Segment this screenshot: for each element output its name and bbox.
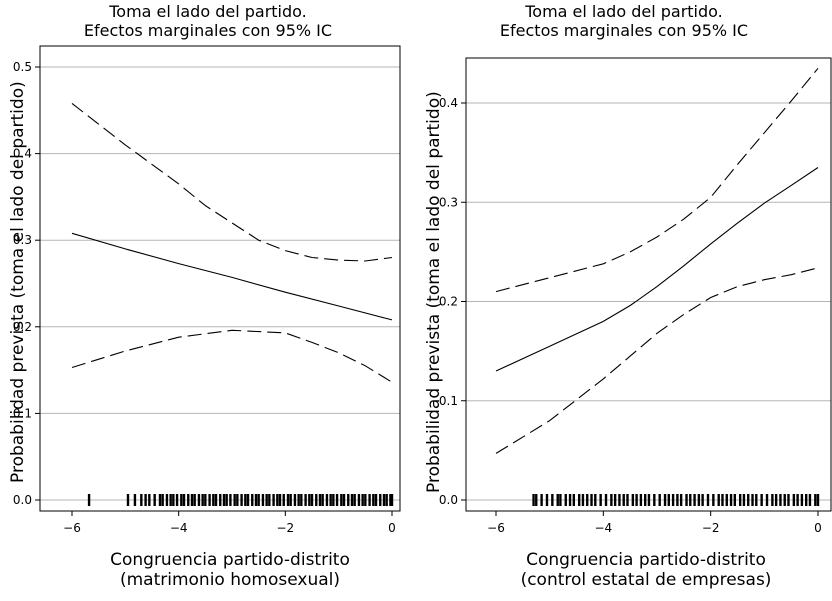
y-tick-label: 0.2: [13, 320, 32, 334]
x-axis-label: Congruencia partido-distrito: [526, 550, 766, 570]
x-tick-label: 0: [814, 521, 822, 535]
y-tick-label: 0.4: [13, 147, 32, 161]
ci-lower-line: [495, 267, 819, 454]
chart-title: Toma el lado del partido.: [525, 2, 723, 21]
x-axis-sublabel: (control estatal de empresas): [520, 570, 772, 590]
y-tick-label: 0.1: [13, 406, 32, 420]
x-axis-sublabel: (matrimonio homosexual): [119, 570, 340, 590]
y-axis-label: Probabilidad prevista (toma el lado del …: [8, 81, 28, 483]
y-tick-label: 0.5: [13, 60, 32, 74]
x-tick-label: −4: [594, 521, 612, 535]
x-tick-label: −2: [276, 521, 294, 535]
y-tick-label: 0.3: [13, 233, 32, 247]
y-tick-label: 0.1: [439, 394, 458, 408]
y-tick-label: 0.0: [439, 493, 458, 507]
chart-panel-right: Toma el lado del partido. Efectos margin…: [416, 0, 832, 601]
y-axis-label: Probabilidad prevista (toma el lado del …: [424, 91, 444, 493]
plot-frame: [465, 57, 832, 512]
chart-subtitle: Efectos marginales con 95% IC: [499, 21, 749, 40]
ci-lower-line: [71, 329, 393, 383]
chart-subtitle: Efectos marginales con 95% IC: [83, 21, 333, 40]
ci-upper-line: [495, 67, 819, 293]
y-tick-label: 0.0: [13, 493, 32, 507]
chart-plot: 0.0 0.1 0.2 0.3 0.4 −6 −4 −2 0: [439, 57, 832, 535]
x-tick-label: −4: [170, 521, 188, 535]
x-axis-label: Congruencia partido-distrito: [110, 550, 350, 570]
y-tick-label: 0.3: [439, 195, 458, 209]
chart-title: Toma el lado del partido.: [109, 2, 307, 21]
x-tick-label: −2: [702, 521, 720, 535]
x-tick-label: −6: [487, 521, 505, 535]
x-tick-label: −6: [63, 521, 81, 535]
x-tick-label: 0: [388, 521, 396, 535]
ci-upper-line: [71, 102, 393, 262]
estimate-line: [495, 167, 819, 372]
chart-plot: 0.0 0.1 0.2 0.3 0.4 0.5 −6 −4 −2 0: [13, 45, 401, 535]
plot-frame: [39, 45, 401, 512]
y-tick-label: 0.4: [439, 96, 458, 110]
estimate-line: [71, 232, 393, 321]
y-tick-label: 0.2: [439, 295, 458, 309]
chart-panel-left: Toma el lado del partido. Efectos margin…: [8, 2, 401, 590]
